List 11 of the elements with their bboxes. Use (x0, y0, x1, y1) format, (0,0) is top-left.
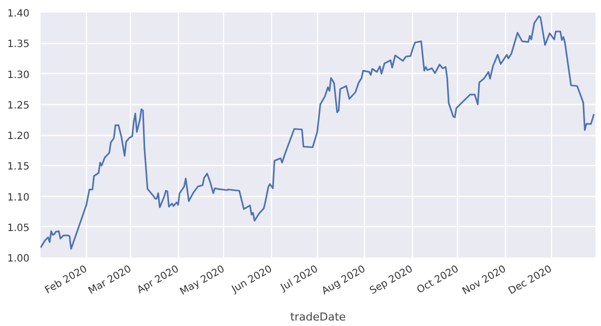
y-tick-label: 1.35 (7, 39, 30, 50)
x-axis-title: tradeDate (290, 310, 346, 324)
line-series (40, 15, 595, 250)
y-tick-label: 1.20 (7, 131, 30, 142)
y-tick-label: 1.00 (7, 254, 30, 264)
y-tick-label: 1.25 (7, 100, 30, 112)
y-tick-label: 1.10 (7, 192, 30, 204)
y-tick-label: 1.40 (7, 8, 30, 20)
y-tick-label: 1.15 (7, 162, 30, 173)
y-tick-label: 1.05 (7, 222, 30, 234)
y-tick-label: 1.30 (7, 70, 30, 81)
